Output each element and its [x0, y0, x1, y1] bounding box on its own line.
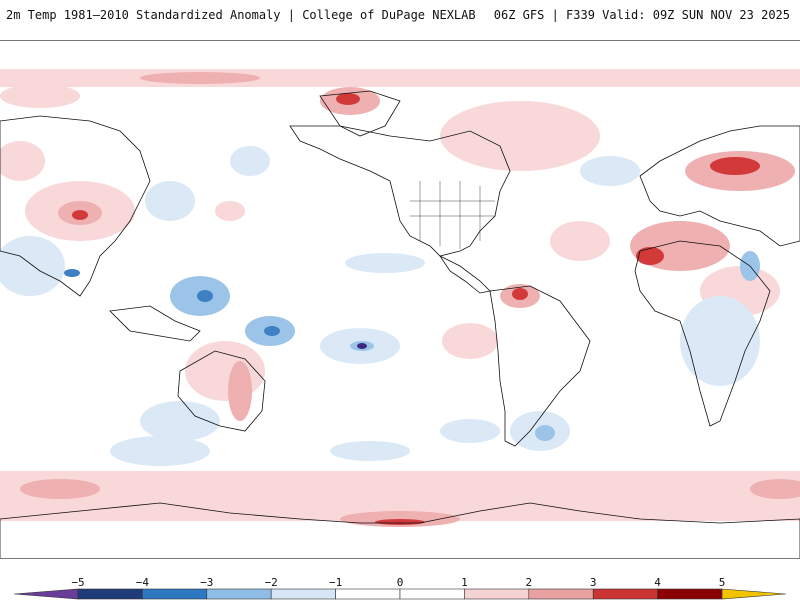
- colorbar-segment-m1-0: [335, 588, 401, 600]
- colorbar-tick-label: −2: [264, 576, 278, 589]
- south-america-outline: [489, 285, 591, 447]
- antarctic-warm-3: [750, 479, 800, 499]
- bering-cold: [230, 146, 270, 176]
- north-america-outline: [289, 125, 511, 257]
- anomaly-shading: [0, 69, 800, 527]
- anomaly-map: [0, 40, 800, 559]
- russia-warm-core: [710, 157, 760, 175]
- south-africa-cold: [680, 296, 760, 386]
- south-asia-cold: [0, 236, 65, 296]
- australia-outline: [177, 350, 266, 432]
- header: 2m Temp 1981–2010 Standardized Anomaly |…: [0, 0, 800, 30]
- antarctic-warm-1: [20, 479, 100, 499]
- colorbar-below-min: [13, 588, 79, 600]
- sahara-warm-core: [636, 247, 664, 265]
- arctic-warm-core: [140, 72, 260, 84]
- colorbar-above-max: [721, 588, 787, 600]
- antarctica-outline: [0, 502, 800, 558]
- south-pacific-cold: [330, 441, 410, 461]
- colorbar-tick-label: −5: [71, 576, 85, 589]
- colorbar-segment-m4-m3: [142, 588, 208, 600]
- colorbar-tick-label: 4: [654, 576, 661, 589]
- model-run-info: 06Z GFS | F339 Valid: 09Z SUN NOV 23 202…: [493, 8, 790, 22]
- colorbar-tick-label: 2: [525, 576, 533, 589]
- map-canvas: [0, 69, 800, 558]
- colorbar-tick-label: 3: [589, 576, 597, 589]
- colorbar: −5 −4 −3 −2 −1 0 1 2 3 4 5: [0, 570, 800, 600]
- east-asia-warm: [0, 141, 45, 181]
- east-pacific-cold: [345, 253, 425, 273]
- antarctic-warm-core: [375, 519, 425, 525]
- colorbar-segment-m3-m2: [206, 588, 272, 600]
- tibet-warm-core: [72, 210, 88, 220]
- se-pacific-warm: [442, 323, 498, 359]
- colorbar-segment-p1-p2: [464, 588, 530, 600]
- asia-east-outline: [0, 115, 151, 297]
- australia-warm: [185, 341, 265, 401]
- sw-atlantic-cold: [440, 419, 500, 443]
- south-asia-cold-core: [64, 269, 80, 277]
- colorbar-tick-label: −3: [200, 576, 214, 589]
- greenland-warm-core: [336, 93, 360, 105]
- colorbar-scale: [13, 588, 787, 600]
- south-atlantic-cold-core: [535, 425, 555, 441]
- coastlines: [0, 90, 800, 558]
- arctic-warm-band: [0, 69, 800, 87]
- west-pacific-cold-core: [197, 290, 213, 302]
- colorbar-segment-m5-m4: [77, 588, 143, 600]
- eurasia-outline: [639, 125, 800, 247]
- atlantic-warm: [550, 221, 610, 261]
- nw-siberia-warm: [0, 84, 80, 108]
- nw-pacific-cold: [145, 181, 195, 221]
- colorbar-tick-label: 0: [396, 576, 404, 589]
- central-america-outline: [438, 254, 491, 294]
- melanesia-cold-core: [264, 326, 280, 336]
- colorbar-tick-label: 1: [461, 576, 468, 589]
- colorbar-segment-p3-p4: [592, 588, 658, 600]
- colorbar-segment-0-p1: [399, 588, 465, 600]
- europe-cold: [580, 156, 640, 186]
- colorbar-tick-label: 5: [718, 576, 726, 589]
- colorbar-tick-label: −1: [328, 576, 343, 589]
- indonesia-outline: [109, 305, 201, 342]
- colorbar-tick-label: −4: [135, 576, 150, 589]
- greenland-outline: [319, 90, 401, 137]
- map-title: 2m Temp 1981–2010 Standardized Anomaly |…: [6, 8, 476, 22]
- us-state-lines: [410, 181, 495, 249]
- colorbar-segment-m2-m1: [270, 588, 336, 600]
- colorbar-segment-p2-p3: [528, 588, 594, 600]
- africa-outline: [634, 240, 771, 427]
- southern-ocean-cold-2: [110, 436, 210, 466]
- east-australia-warm: [228, 361, 252, 421]
- pacific-warm-1: [215, 201, 245, 221]
- colorbar-segment-p4-p5: [657, 588, 723, 600]
- venezuela-warm-core: [512, 288, 528, 300]
- central-pacific-cold-core: [357, 343, 367, 349]
- north-atlantic-warm: [440, 101, 600, 171]
- southern-ocean-cold: [140, 401, 220, 441]
